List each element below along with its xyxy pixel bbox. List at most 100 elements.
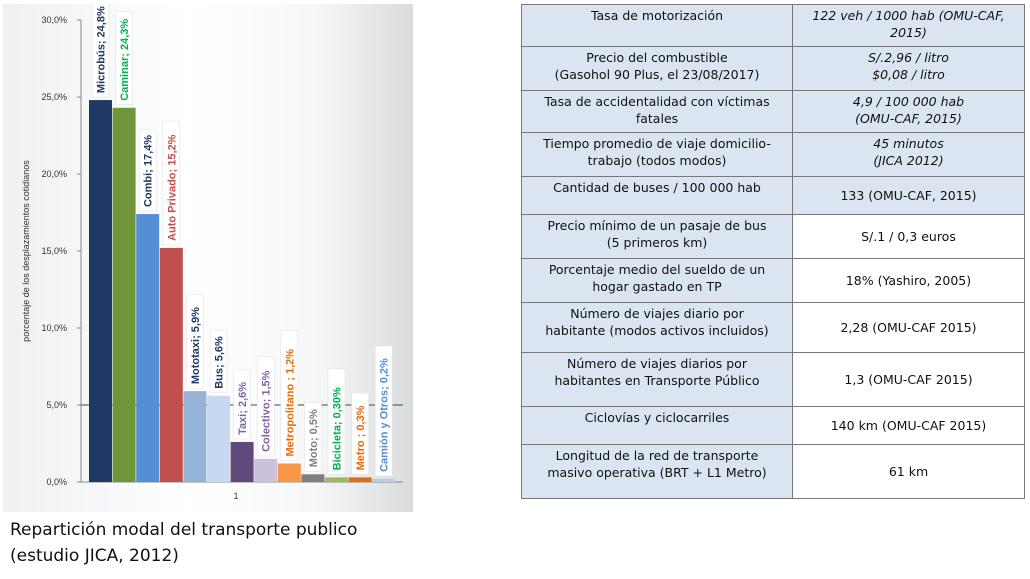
bar-11	[325, 477, 348, 482]
bar-label-2: Caminar; 24,3%	[119, 19, 131, 101]
indicator-value-line: S/.1 / 0,3 euros	[861, 229, 956, 244]
y-tick-label: 10,0%	[41, 323, 67, 333]
indicator-label-line: Porcentaje medio del sueldo de un	[548, 262, 766, 277]
table-row: Porcentaje medio del sueldo de un hogar g…	[521, 258, 1025, 303]
indicator-label-line: Cantidad de buses / 100 000 hab	[553, 180, 761, 195]
bar-label-12: Metro ; 0,3%	[355, 405, 367, 470]
indicator-label: Precio mínimo de un pasaje de bus (5 prim…	[521, 214, 793, 259]
indicator-label-line: masivo operativa (BRT + L1 Metro)	[547, 465, 767, 480]
bar-label-9: Metropolitano ; 1,2%	[284, 349, 296, 457]
bar-label-7: Taxi; 2,6%	[237, 382, 249, 435]
indicator-label: Número de viajes diarios por habitantes e…	[521, 352, 793, 407]
bar-label-box-3	[138, 129, 157, 212]
indicator-value-line: S/.2,96 / litro	[868, 50, 949, 65]
caption-line-2: (estudio JICA, 2012)	[10, 546, 179, 566]
indicator-value-line: 2015)	[890, 25, 927, 40]
bar-chart: 0,0% 5,0% 10,0% 15,0% 20,0% 25,0% 30,0% porcent…	[21, 4, 403, 501]
transport-indicators-table: Tasa de motorización 122 veh / 1000 hab (…	[521, 4, 1025, 499]
indicator-value: 61 km	[792, 444, 1025, 499]
indicator-value-line: 4,9 / 100 000 hab	[852, 94, 965, 109]
bar-label-box-13	[374, 345, 393, 477]
bar-label-box-7	[233, 369, 251, 440]
indicator-label: Precio del combustible (Gasohol 90 Plus, …	[521, 46, 793, 91]
y-tick-label: 0,0%	[46, 477, 67, 487]
bar-label-1: Microbús; 24,8%	[96, 6, 108, 93]
indicator-value: 1,3 (OMU-CAF 2015)	[792, 352, 1025, 407]
bar-6	[207, 395, 230, 482]
indicator-label-line: Número de viajes diarios por	[567, 356, 747, 371]
bar-9	[277, 463, 301, 482]
indicator-value: 4,9 / 100 000 hab (OMU-CAF, 2015)	[792, 90, 1025, 133]
chart-caption: Repartición modal del transporte publico…	[10, 517, 410, 569]
indicator-label: Ciclovías y ciclocarriles	[521, 406, 793, 445]
bar-label-5: Mototaxi; 5,9%	[190, 307, 202, 384]
indicator-value-line: 61 km	[888, 464, 929, 479]
table-row: Precio del combustible (Gasohol 90 Plus, …	[521, 46, 1025, 91]
bar-label-3: Combi; 17,4%	[143, 135, 155, 207]
table-row: Número de viajes diario por habitante (mo…	[521, 302, 1025, 353]
table-row: Ciclovías y ciclocarriles 140 km (OMU-CAF…	[521, 406, 1025, 445]
indicator-value-line: 140 km (OMU-CAF 2015)	[830, 418, 987, 433]
bar-label-box-4	[162, 120, 181, 246]
indicator-label-line: hogar gastado en TP	[592, 279, 722, 294]
table-row: Tasa de motorización 122 veh / 1000 hab (…	[521, 4, 1025, 47]
indicator-value: 140 km (OMU-CAF 2015)	[792, 406, 1025, 445]
table-row: Tiempo promedio de viaje domicilio-traba…	[521, 132, 1025, 177]
indicator-value-line: (OMU-CAF, 2015)	[855, 111, 962, 126]
indicator-label-line: Precio mínimo de un pasaje de bus	[547, 218, 767, 233]
y-tick-label: 30,0%	[41, 15, 67, 25]
indicator-value: 18% (Yashiro, 2005)	[792, 258, 1025, 303]
bar-label-box-12	[351, 392, 369, 475]
bar-13	[372, 478, 396, 482]
table-row: Precio mínimo de un pasaje de bus (5 prim…	[521, 214, 1025, 259]
indicator-value-line: 1,3 (OMU-CAF 2015)	[844, 372, 973, 387]
y-tick-label: 20,0%	[41, 169, 67, 179]
indicator-label-line: Longitud de la red de transporte	[555, 448, 759, 463]
table-row: Tasa de accidentalidad con víctimas fatal…	[521, 90, 1025, 133]
bar-2	[112, 107, 136, 482]
bar-8	[254, 458, 278, 482]
y-tick-label: 15,0%	[41, 246, 67, 256]
indicator-value: 122 veh / 1000 hab (OMU-CAF, 2015)	[792, 4, 1025, 47]
table-row: Cantidad de buses / 100 000 hab 133 (OMU-…	[521, 176, 1025, 215]
indicator-value-line: $0,08 / litro	[872, 67, 945, 82]
bar-4	[159, 247, 183, 482]
indicator-value-line: 133 (OMU-CAF, 2015)	[840, 188, 977, 203]
indicator-label: Cantidad de buses / 100 000 hab	[521, 176, 793, 215]
indicator-label-line: Tiempo promedio de viaje domicilio-	[543, 136, 771, 151]
indicator-label-line: fatales	[635, 111, 679, 126]
indicator-value-line: 122 veh / 1000 hab (OMU-CAF,	[812, 8, 1005, 23]
table-row: Número de viajes diarios por habitantes e…	[521, 352, 1025, 407]
indicator-label-line: habitantes en Transporte Público	[554, 373, 760, 388]
bar-label-box-5	[186, 294, 204, 389]
y-tick-label: 25,0%	[41, 92, 67, 102]
table-row: Longitud de la red de transporte masivo o…	[521, 444, 1025, 499]
bar-label-4: Auto Privado; 15,2%	[166, 134, 178, 241]
indicator-label: Tiempo promedio de viaje domicilio-traba…	[521, 132, 793, 177]
y-tick-label: 5,0%	[46, 400, 67, 410]
indicator-value: 133 (OMU-CAF, 2015)	[792, 176, 1025, 215]
indicator-label-line: (Gasohol 90 Plus, el 23/08/2017)	[554, 67, 760, 82]
indicator-label-line: Número de viajes diario por	[570, 306, 744, 321]
indicator-value-line: (JICA 2012)	[873, 153, 944, 168]
indicator-value: 45 minutos (JICA 2012)	[792, 132, 1025, 177]
x-tick-label: 1	[233, 491, 238, 501]
bar-label-box-11	[327, 368, 346, 475]
indicator-label: Tasa de accidentalidad con víctimas fatal…	[521, 90, 793, 133]
indicator-label-line: Precio del combustible	[586, 50, 728, 65]
bar-5	[183, 391, 207, 482]
bar-label-box-10	[304, 401, 322, 472]
bar-label-8: Colectivo; 1,5%	[261, 370, 273, 452]
indicator-value: S/.2,96 / litro $0,08 / litro	[792, 46, 1025, 91]
bar-10	[301, 474, 325, 482]
indicator-value: 2,28 (OMU-CAF 2015)	[792, 302, 1025, 353]
bar-label-box-9	[280, 330, 299, 461]
bar-3	[136, 214, 160, 483]
indicator-value-line: 2,28 (OMU-CAF 2015)	[840, 320, 977, 335]
bar-label-6: Bus; 5,6%	[214, 336, 226, 389]
bar-12	[348, 477, 372, 482]
bar-label-box-8	[256, 356, 275, 457]
indicator-label-line: Tasa de motorización	[590, 8, 724, 23]
bar-chart-panel: 0,0% 5,0% 10,0% 15,0% 20,0% 25,0% 30,0% porcent…	[3, 4, 413, 512]
indicator-label-line: Tasa de accidentalidad con víctimas	[544, 94, 770, 109]
